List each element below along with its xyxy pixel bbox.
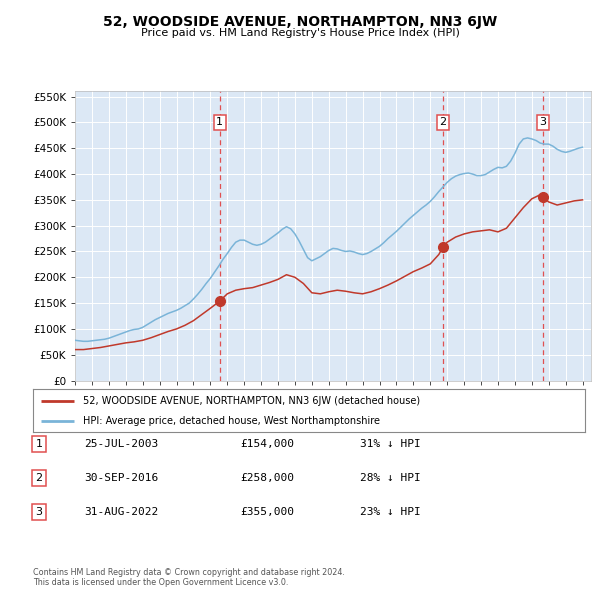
Text: 2: 2 [439, 117, 446, 127]
Text: 1: 1 [35, 439, 43, 448]
Text: 3: 3 [539, 117, 547, 127]
Text: 1: 1 [217, 117, 223, 127]
Text: 31-AUG-2022: 31-AUG-2022 [84, 507, 158, 517]
Text: £258,000: £258,000 [240, 473, 294, 483]
Text: Price paid vs. HM Land Registry's House Price Index (HPI): Price paid vs. HM Land Registry's House … [140, 28, 460, 38]
Text: 52, WOODSIDE AVENUE, NORTHAMPTON, NN3 6JW: 52, WOODSIDE AVENUE, NORTHAMPTON, NN3 6J… [103, 15, 497, 29]
Text: HPI: Average price, detached house, West Northamptonshire: HPI: Average price, detached house, West… [83, 417, 380, 426]
Text: 28% ↓ HPI: 28% ↓ HPI [360, 473, 421, 483]
Text: 31% ↓ HPI: 31% ↓ HPI [360, 439, 421, 448]
Text: 52, WOODSIDE AVENUE, NORTHAMPTON, NN3 6JW (detached house): 52, WOODSIDE AVENUE, NORTHAMPTON, NN3 6J… [83, 396, 420, 407]
Text: £154,000: £154,000 [240, 439, 294, 448]
Text: £355,000: £355,000 [240, 507, 294, 517]
Text: 2: 2 [35, 473, 43, 483]
Text: 23% ↓ HPI: 23% ↓ HPI [360, 507, 421, 517]
Text: 3: 3 [35, 507, 43, 517]
Text: 25-JUL-2003: 25-JUL-2003 [84, 439, 158, 448]
Text: 30-SEP-2016: 30-SEP-2016 [84, 473, 158, 483]
Text: Contains HM Land Registry data © Crown copyright and database right 2024.
This d: Contains HM Land Registry data © Crown c… [33, 568, 345, 587]
